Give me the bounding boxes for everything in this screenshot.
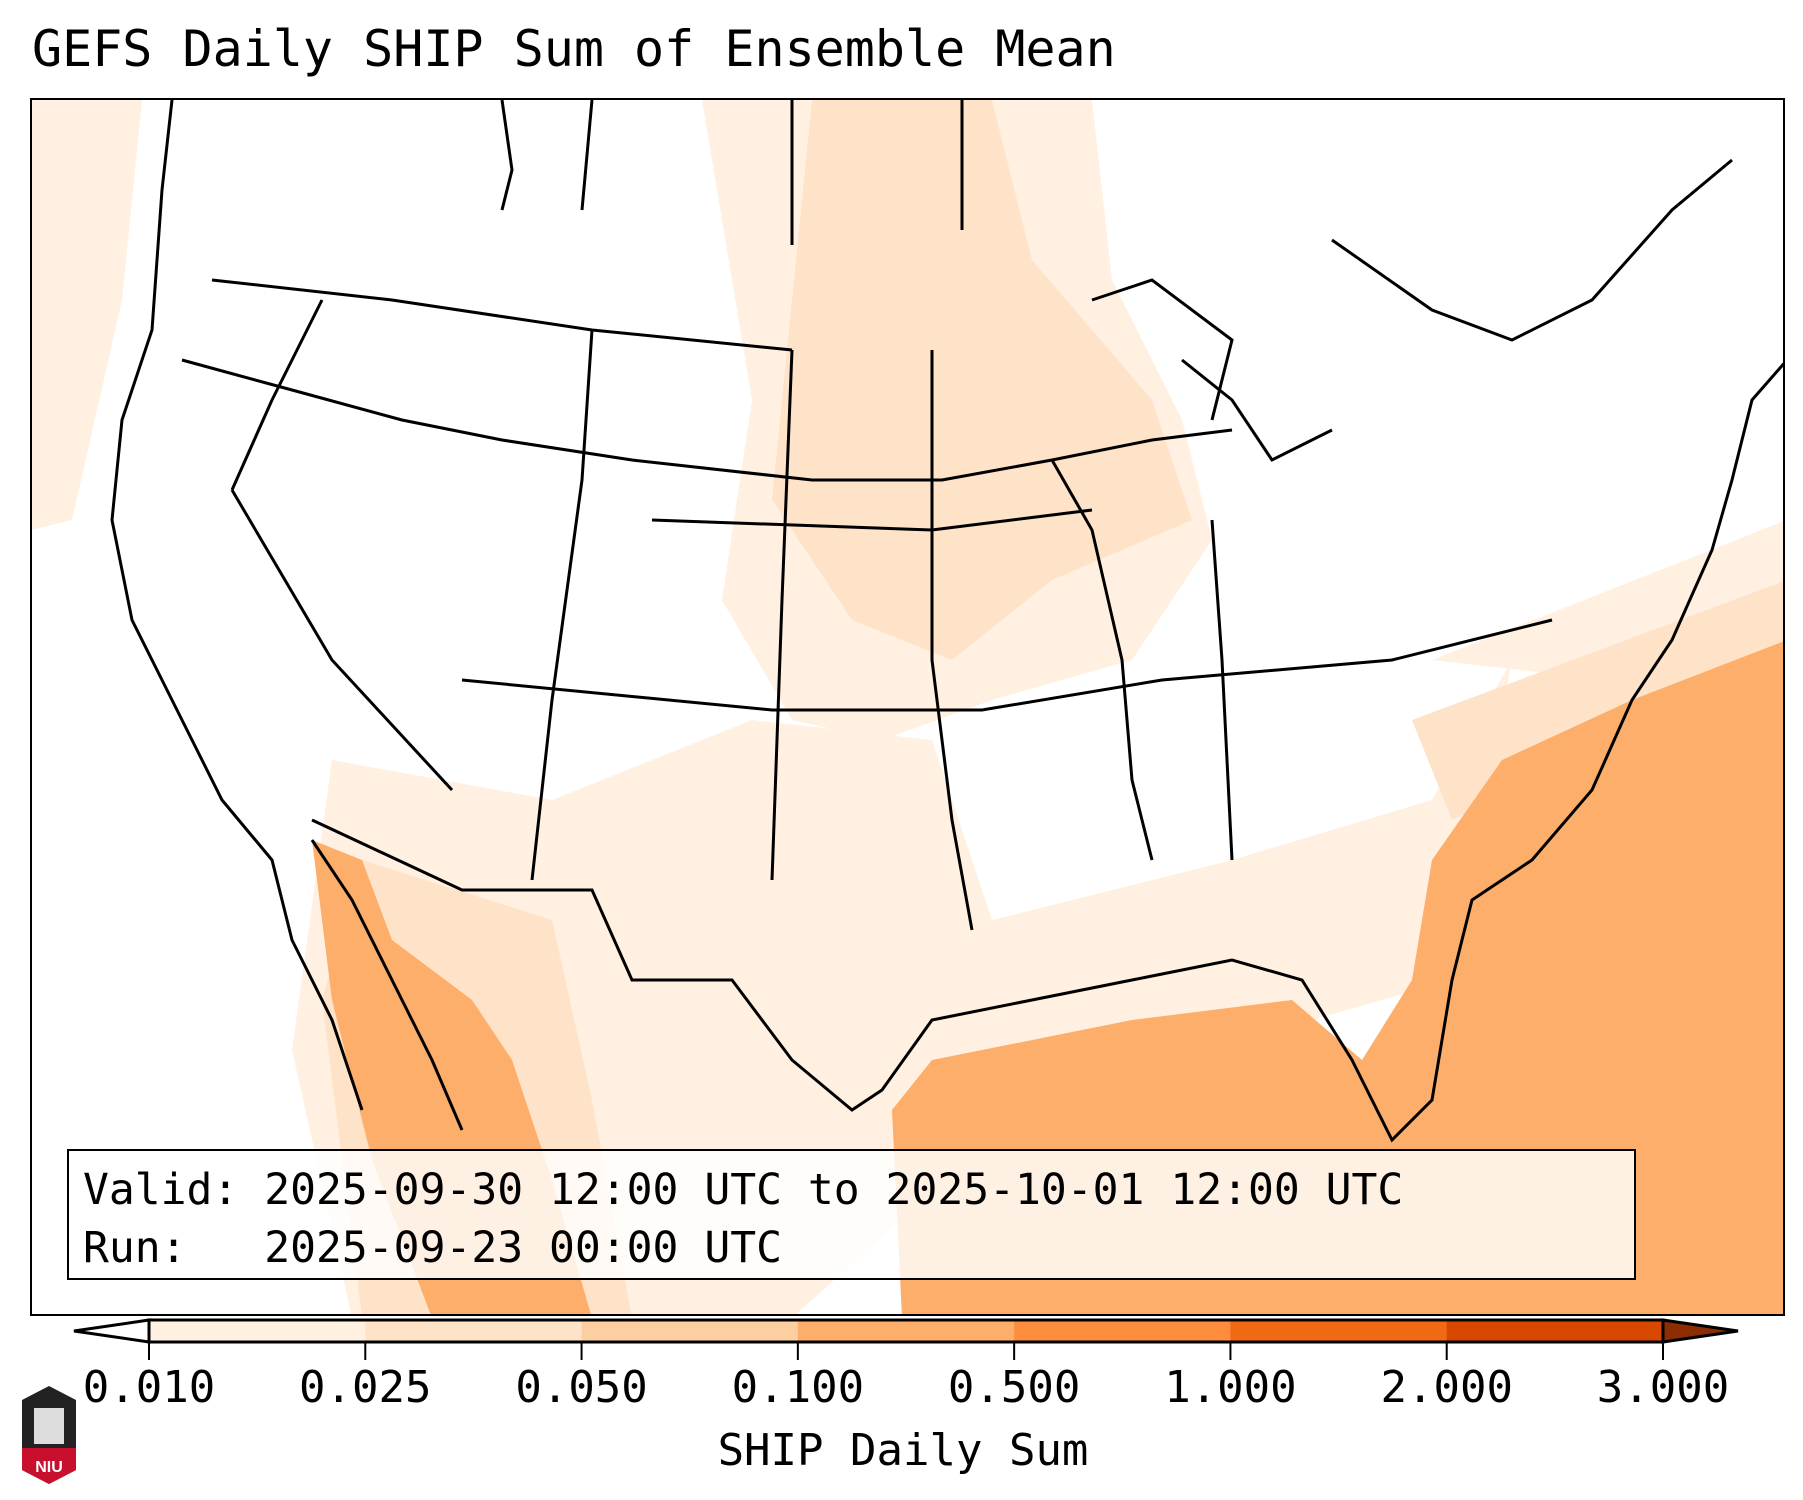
valid-label: Valid: (83, 1165, 239, 1215)
run-value: 2025-09-23 00:00 UTC (264, 1223, 782, 1273)
valid-value: 2025-09-30 12:00 UTC to 2025-10-01 12:00… (264, 1165, 1404, 1215)
colorbar-over-triangle (1661, 1318, 1739, 1344)
colorbar (73, 1318, 1739, 1360)
valid-run-annotation: Valid: 2025-09-30 12:00 UTC to 2025-10-0… (67, 1149, 1636, 1280)
colorbar-tick-label: 0.025 (299, 1362, 432, 1413)
logo-text: NIU (35, 1459, 63, 1476)
colorbar-segment (1230, 1320, 1448, 1342)
colorbar-segment (1014, 1320, 1231, 1342)
run-label: Run: (83, 1223, 187, 1273)
colorbar-tick-label: 0.100 (731, 1362, 865, 1413)
colorbar-frame (147, 1318, 1665, 1344)
map-panel (30, 98, 1785, 1316)
colorbar-segment (149, 1320, 366, 1342)
colorbar-segment (581, 1320, 799, 1342)
colorbar-label: SHIP Daily Sum (717, 1425, 1089, 1476)
coastlines-borders (110, 100, 1783, 1143)
niu-logo: NIU (22, 1386, 76, 1484)
colorbar-tick-label: 0.500 (947, 1362, 1081, 1413)
colorbar-segment (365, 1320, 583, 1342)
colorbar-segment (1446, 1320, 1664, 1342)
colorbar-tick-label: 2.000 (1380, 1362, 1513, 1413)
colorbar-tick-label: 0.050 (515, 1362, 648, 1413)
colorbar-tick-label: 1.000 (1164, 1362, 1297, 1413)
colorbar-segment (797, 1320, 1015, 1342)
map-svg (32, 100, 1783, 1314)
colorbar-tick-label: 3.000 (1596, 1362, 1730, 1413)
chart-title: GEFS Daily SHIP Sum of Ensemble Mean (32, 20, 1116, 78)
colorbar-tick-label: 0.010 (82, 1362, 216, 1413)
colorbar-under-triangle (73, 1318, 151, 1344)
